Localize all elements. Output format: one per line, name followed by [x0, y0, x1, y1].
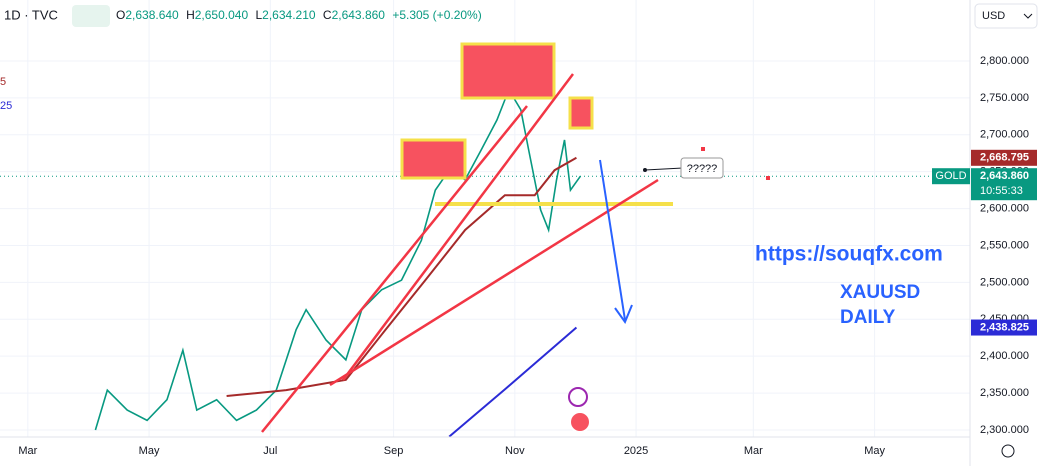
x-tick-label: Mar [744, 445, 763, 457]
countdown: 10:55:33 [980, 185, 1023, 197]
callout-dot [643, 168, 647, 172]
x-tick-label: Nov [505, 445, 525, 457]
x-tick-label: Jul [263, 445, 277, 457]
x-tick-label: Mar [18, 445, 37, 457]
axes: 2,300.0002,350.0002,400.0002,450.0002,50… [18, 55, 1037, 457]
y-tick-label: 2,800.000 [980, 55, 1029, 67]
symbol-badge [932, 168, 970, 185]
zone [568, 96, 594, 130]
callout-line [644, 167, 684, 171]
ohlc-label: L [255, 8, 262, 22]
x-tick-label: May [864, 445, 885, 457]
marker [701, 147, 705, 151]
zone [400, 138, 467, 180]
symbol-text: XAUUSD [840, 282, 920, 303]
event-icon[interactable] [568, 387, 588, 407]
y-tick-label: 2,350.000 [980, 387, 1029, 399]
series-line [226, 156, 577, 398]
symbol: 1D · TVC [4, 7, 58, 22]
trend-line [329, 178, 659, 387]
ohlc-change: +5.305 (+0.20%) [392, 8, 481, 22]
ohlc-label: C [323, 8, 332, 22]
trend-line [261, 105, 528, 433]
x-tick-label: Sep [384, 445, 404, 457]
price-badge-label: 2,643.860 [980, 170, 1029, 182]
indicator-value: 25 [0, 100, 12, 112]
marker [766, 176, 770, 180]
trend-line [342, 73, 574, 381]
ohlc-value: 2,650.040 [195, 8, 249, 22]
zone [460, 42, 556, 100]
price-badge [971, 149, 1037, 166]
ohlc-label: H [186, 8, 195, 22]
ohlc: O2,638.640 H2,650.040 L2,634.210 C2,643.… [116, 8, 482, 22]
x-tick-label: May [139, 445, 160, 457]
x-tick-label: 2025 [624, 445, 648, 457]
callout-box [680, 157, 724, 179]
y-tick-label: 2,600.000 [980, 202, 1029, 214]
dropdown-caret [1023, 13, 1033, 19]
currency-select[interactable] [974, 3, 1038, 29]
indicator-value: 5 [0, 76, 6, 88]
price-badge [971, 168, 1037, 201]
arrow-head [614, 304, 633, 325]
series-line [94, 87, 582, 431]
arrow [599, 159, 626, 321]
y-tick-label: 2,550.000 [980, 239, 1029, 251]
settings-icon[interactable] [1001, 444, 1015, 458]
y-tick-label: 2,300.000 [980, 424, 1029, 436]
y-tick-label: 2,500.000 [980, 276, 1029, 288]
y-tick-label: 2,700.000 [980, 129, 1029, 141]
price-badge-label: 2,668.795 [980, 152, 1029, 164]
callout-text: ????? [687, 163, 718, 175]
series-line [448, 326, 578, 438]
y-tick-label: 2,750.000 [980, 92, 1029, 104]
ohlc-value: 2,643.860 [332, 8, 386, 22]
symbol-label: GOLD [935, 170, 966, 182]
ohlc-label: O [116, 8, 125, 22]
toggle-button[interactable] [72, 5, 110, 27]
ohlc-value: 2,638.640 [125, 8, 179, 22]
price-badge-label: 2,438.825 [980, 321, 1029, 333]
event-icon[interactable] [569, 411, 591, 433]
ohlc-value: 2,634.210 [262, 8, 316, 22]
symbol-text: DAILY [840, 307, 896, 328]
y-tick-label: 2,400.000 [980, 350, 1029, 362]
price-badge [971, 319, 1037, 336]
url-text: https://souqfx.com [755, 243, 943, 266]
currency: USD [982, 10, 1005, 22]
